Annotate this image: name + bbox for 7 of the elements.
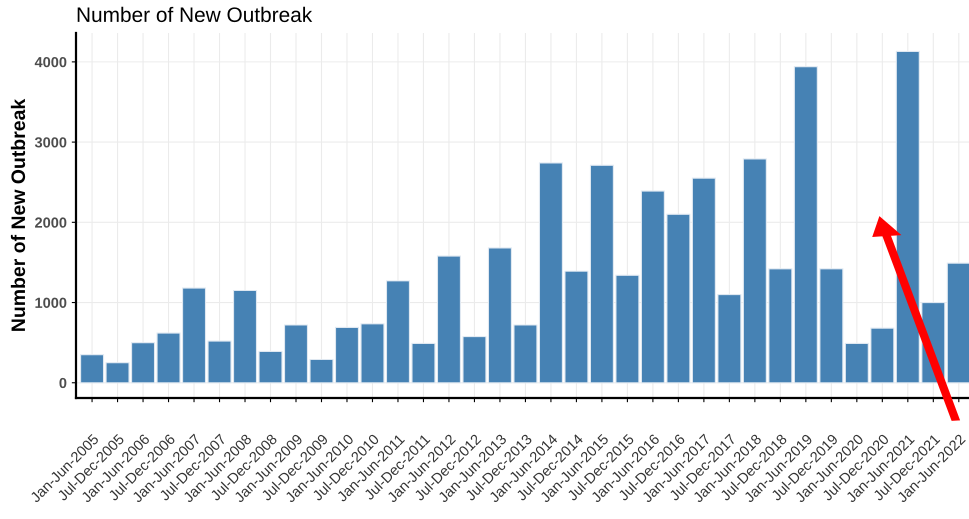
- y-tick-label: 1000: [35, 298, 66, 308]
- y-tick-label: 4000: [34, 56, 66, 68]
- chart-title: Number of New Outbreak: [78, 6, 312, 22]
- y-tick-label: 0: [59, 378, 66, 388]
- y-axis-title: Number of New Outbreak: [10, 98, 26, 331]
- y-tick-label: 3000: [34, 137, 66, 148]
- y-tick-label: 2000: [35, 217, 66, 228]
